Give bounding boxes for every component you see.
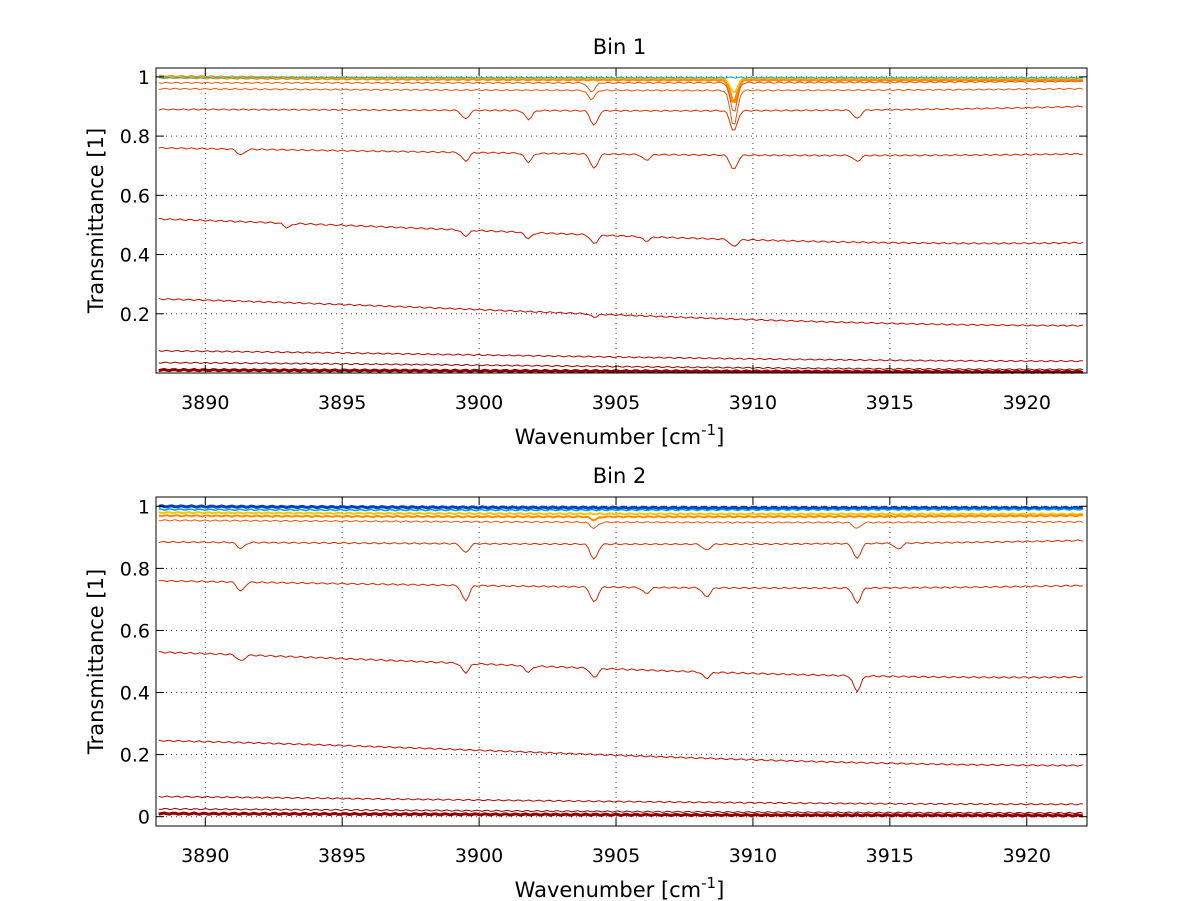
y-axis-label: Transmittance [1] (84, 569, 108, 755)
series-line-10 (158, 349, 1083, 363)
y-tick-label: 0.2 (120, 745, 150, 767)
x-tick-label: 3905 (592, 392, 640, 414)
series-line-5 (158, 519, 1084, 530)
x-tick-label: 3895 (318, 392, 366, 414)
x-tick-label: 3910 (729, 392, 777, 414)
axes-box (155, 67, 1088, 374)
x-tick-label: 3915 (866, 845, 914, 867)
y-axis-label: Transmittance [1] (84, 128, 108, 314)
series-line-3 (158, 76, 1083, 79)
y-tick-label: 1 (138, 496, 150, 518)
series-line-6 (158, 105, 1083, 131)
x-tick-label: 3920 (1003, 845, 1051, 867)
series-line-7 (158, 146, 1083, 169)
x-axis-label-tail: ] (716, 878, 724, 901)
series-line-1 (158, 504, 1084, 510)
x-axis-label-exponent: -1 (701, 874, 716, 892)
x-tick-label: 3890 (181, 845, 229, 867)
y-tick-label: 0 (138, 807, 150, 829)
axes-box (155, 496, 1088, 827)
y-tick-label: 0.4 (120, 245, 150, 267)
series-line-9 (158, 739, 1084, 767)
chart-panel-2: 3890 3895 3900 3905 3910 3915 3920 0 0.2 0.4 0.6 0.… (84, 464, 1088, 901)
y-tick-label: 0.8 (120, 126, 150, 148)
x-tick-label: 3915 (866, 392, 914, 414)
series-line-5 (158, 87, 1084, 125)
series-line-2 (158, 508, 1084, 512)
series-line-4 (158, 514, 1084, 522)
x-tick-label: 3905 (592, 845, 640, 867)
x-axis-label-main: Wavenumber [cm (515, 425, 701, 449)
series-line-10 (158, 795, 1083, 806)
series-line-3 (158, 510, 1084, 516)
chart-title: Bin 1 (593, 35, 647, 59)
x-tick-label: 3890 (181, 392, 229, 414)
x-axis-label-tail: ] (716, 425, 724, 449)
series-line-7 (158, 579, 1083, 604)
x-axis-label-exponent: -1 (701, 421, 716, 439)
x-tick-label: 3900 (455, 845, 503, 867)
x-axis-label-main: Wavenumber [cm (515, 878, 701, 901)
chart-title: Bin 2 (593, 464, 647, 488)
y-tick-label: 0.6 (120, 185, 150, 207)
series-line-9 (158, 297, 1084, 327)
x-tick-label: 3895 (318, 845, 366, 867)
series-line-12 (158, 368, 1084, 374)
y-tick-label: 0.8 (120, 558, 150, 580)
series-line-11 (158, 361, 1084, 371)
series-line-8 (158, 651, 1084, 693)
series-line-12 (158, 811, 1084, 818)
y-tick-label: 1 (138, 67, 150, 89)
x-axis-label: Wavenumber [cm-1] (515, 874, 725, 901)
series-line-6 (158, 539, 1083, 560)
y-tick-label: 0.6 (120, 620, 150, 642)
series-line-11 (158, 807, 1084, 815)
series-line-4 (158, 80, 1083, 112)
x-tick-label: 3900 (455, 392, 503, 414)
x-tick-label: 3920 (1003, 392, 1051, 414)
x-axis-label: Wavenumber [cm-1] (515, 421, 725, 449)
y-tick-label: 0.4 (120, 683, 150, 705)
series-line-8 (158, 218, 1084, 247)
y-tick-label: 0.2 (120, 304, 150, 326)
x-tick-label: 3910 (729, 845, 777, 867)
chart-panel-1: 3890 3895 3900 3905 3910 3915 3920 0.2 0.4 0.6 0.8… (84, 35, 1088, 449)
